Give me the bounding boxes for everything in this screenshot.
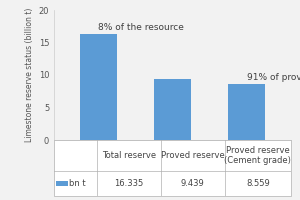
Text: Proved reserve: Proved reserve [161,151,224,160]
Text: 8.559: 8.559 [246,179,270,188]
Text: bn t: bn t [69,179,86,188]
Text: Proved reserve
(Cement grade): Proved reserve (Cement grade) [224,146,291,165]
FancyBboxPatch shape [54,140,291,196]
Y-axis label: Limestone reserve status (billion t): Limestone reserve status (billion t) [26,8,34,142]
Text: 9.439: 9.439 [181,179,205,188]
Bar [80,34,117,140]
Text: Total reserve: Total reserve [102,151,156,160]
Bar [56,181,68,186]
Text: 16.335: 16.335 [114,179,143,188]
Bar [154,79,191,140]
Bar [228,84,265,140]
Text: 91% of proved reserve: 91% of proved reserve [247,73,300,82]
Text: 8% of the resource: 8% of the resource [98,23,184,32]
